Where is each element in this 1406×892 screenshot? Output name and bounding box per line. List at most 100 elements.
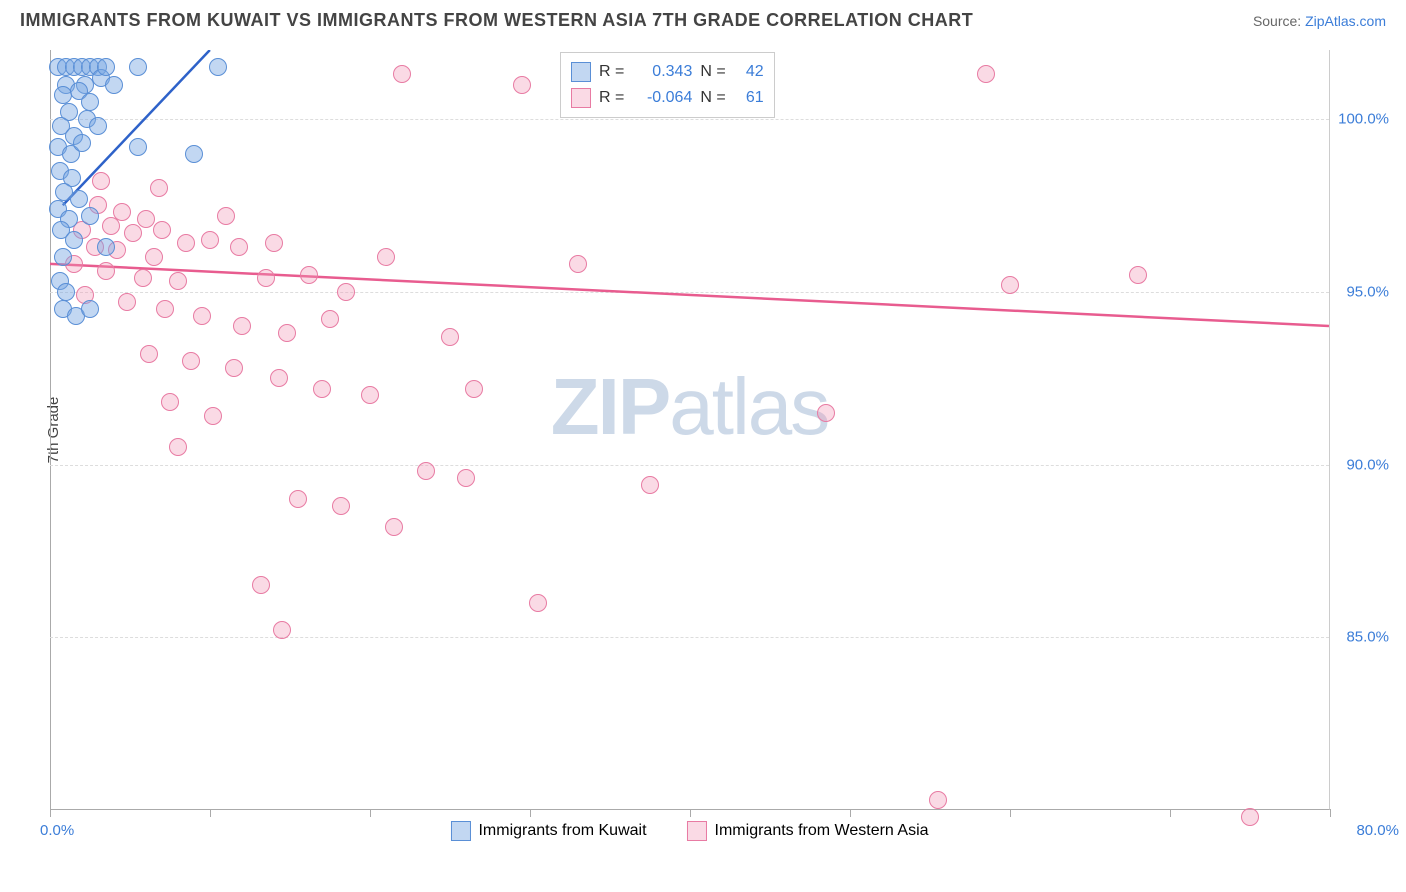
data-point [177,234,195,252]
x-tick [1170,809,1171,817]
data-point [156,300,174,318]
chart-title: IMMIGRANTS FROM KUWAIT VS IMMIGRANTS FRO… [20,10,973,31]
legend-label-blue: Immigrants from Kuwait [478,822,646,840]
stats-row-pink: R = -0.064 N = 61 [571,85,764,111]
data-point [92,172,110,190]
data-point [332,497,350,515]
data-point [204,407,222,425]
data-point [233,317,251,335]
data-point [1129,266,1147,284]
y-tick-label: 90.0% [1346,456,1389,473]
gridline [50,119,1329,120]
data-point [225,359,243,377]
legend-item-pink: Immigrants from Western Asia [687,821,929,841]
data-point [513,76,531,94]
source-attribution: Source: ZipAtlas.com [1253,13,1386,29]
data-point [169,272,187,290]
data-point [89,117,107,135]
r-label: R = [599,63,624,81]
x-tick [210,809,211,817]
data-point [182,352,200,370]
data-point [201,231,219,249]
data-point [193,307,211,325]
y-tick-label: 100.0% [1338,111,1389,128]
gridline [50,292,1329,293]
data-point [81,300,99,318]
data-point [97,262,115,280]
data-point [313,380,331,398]
data-point [81,93,99,111]
data-point [265,234,283,252]
plot-region: ZIPatlas 100.0%95.0%90.0%85.0% R = 0.343… [50,50,1330,810]
source-link[interactable]: ZipAtlas.com [1305,13,1386,29]
correlation-stats-box: R = 0.343 N = 42 R = -0.064 N = 61 [560,52,775,118]
data-point [73,134,91,152]
n-value-blue: 42 [734,63,764,81]
data-point [1241,808,1259,826]
data-point [270,369,288,387]
data-point [137,210,155,228]
data-point [129,138,147,156]
data-point [273,621,291,639]
swatch-pink-icon [571,88,591,108]
y-tick-label: 85.0% [1346,629,1389,646]
data-point [417,462,435,480]
data-point [257,269,275,287]
legend-swatch-pink-icon [687,821,707,841]
data-point [1001,276,1019,294]
data-point [278,324,296,342]
data-point [977,65,995,83]
data-point [145,248,163,266]
gridline [50,637,1329,638]
data-point [393,65,411,83]
data-point [161,393,179,411]
legend-label-pink: Immigrants from Western Asia [715,822,929,840]
source-label: Source: [1253,13,1305,29]
x-tick [370,809,371,817]
data-point [97,238,115,256]
x-tick [50,809,51,817]
swatch-blue-icon [571,62,591,82]
data-point [465,380,483,398]
data-point [57,283,75,301]
data-point [569,255,587,273]
n-label: N = [700,63,725,81]
x-tick [1330,809,1331,817]
data-point [54,248,72,266]
data-point [337,283,355,301]
data-point [70,190,88,208]
data-point [385,518,403,536]
data-point [102,217,120,235]
data-point [641,476,659,494]
data-point [441,328,459,346]
data-point [150,179,168,197]
data-point [140,345,158,363]
gridline [50,465,1329,466]
data-point [97,58,115,76]
n-value-pink: 61 [734,89,764,107]
data-point [361,386,379,404]
data-point [124,224,142,242]
data-point [185,145,203,163]
legend: Immigrants from Kuwait Immigrants from W… [450,821,928,841]
data-point [252,576,270,594]
x-tick [530,809,531,817]
x-tick [690,809,691,817]
data-point [105,76,123,94]
data-point [65,231,83,249]
data-point [321,310,339,328]
data-point [169,438,187,456]
chart-area: 7th Grade ZIPatlas 100.0%95.0%90.0%85.0%… [50,50,1330,810]
r-value-pink: -0.064 [632,89,692,107]
data-point [217,207,235,225]
x-tick [850,809,851,817]
x-axis-max-label: 80.0% [1356,822,1399,839]
data-point [153,221,171,239]
data-point [529,594,547,612]
n-label: N = [700,89,725,107]
r-label: R = [599,89,624,107]
data-point [817,404,835,422]
data-point [118,293,136,311]
data-point [81,207,99,225]
y-tick-label: 95.0% [1346,283,1389,300]
